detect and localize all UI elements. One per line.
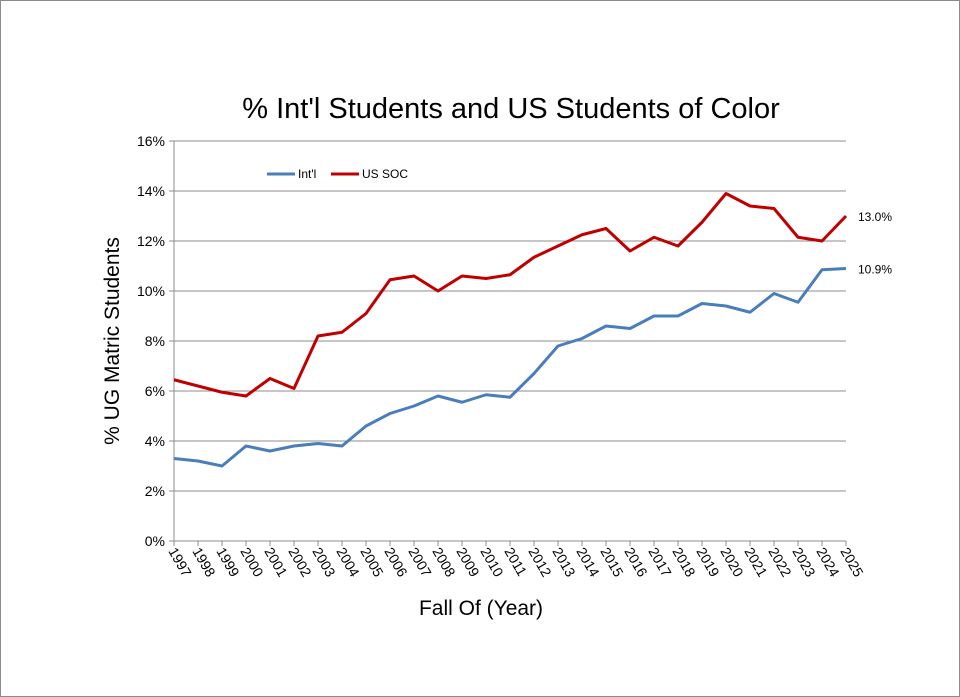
x-tick-label: 2013 — [549, 545, 579, 580]
y-tick-label: 2% — [145, 483, 165, 499]
x-tick-label: 2023 — [789, 545, 819, 580]
x-axis-label: Fall Of (Year) — [419, 597, 543, 620]
series-line-us-soc — [173, 192, 848, 398]
x-tick-label: 2011 — [501, 545, 530, 579]
x-tick-label: 2008 — [429, 545, 459, 580]
x-tick-label: 2010 — [477, 545, 507, 580]
legend: Int'l US SOC — [267, 167, 408, 181]
y-tick-label: 0% — [145, 533, 165, 549]
x-tick-label: 2003 — [309, 545, 339, 580]
x-tick-label: 2024 — [813, 545, 843, 580]
axes — [169, 140, 847, 546]
legend-label-soc: US SOC — [362, 167, 408, 181]
y-tick-label: 8% — [145, 333, 165, 349]
x-tick-label: 1999 — [213, 545, 243, 580]
end-data-label: 13.0% — [858, 210, 892, 224]
y-axis-label: % UG Matric Students — [101, 237, 124, 445]
x-tick-label: 2016 — [621, 545, 651, 580]
series-line-intl — [173, 267, 847, 468]
y-tick-label: 6% — [145, 383, 165, 399]
series-lines: 10.9% 13.0% — [173, 192, 892, 468]
x-tick-label: 2025 — [837, 545, 867, 580]
x-tick-label: 2007 — [405, 545, 435, 580]
x-tick-label: 2022 — [765, 545, 795, 580]
x-tick-label: 2020 — [717, 545, 747, 580]
x-tick-label: 2002 — [285, 545, 315, 580]
x-tick-label: 1997 — [165, 545, 195, 580]
y-tick-label: 14% — [137, 183, 165, 199]
x-tick-label: 2001 — [261, 545, 291, 580]
y-tick-label: 16% — [137, 133, 165, 149]
legend-label-intl: Int'l — [298, 167, 316, 181]
chart-title: % Int'l Students and US Students of Colo… — [242, 93, 780, 125]
x-tick-label: 2018 — [669, 545, 699, 580]
gridlines — [174, 140, 846, 492]
x-tick-label: 2005 — [357, 545, 387, 580]
tick-labels: 0%2%4%6%8%10%12%14%16%199719981999200020… — [137, 133, 867, 580]
x-tick-label: 2015 — [597, 545, 627, 580]
x-tick-label: 1998 — [189, 545, 219, 580]
y-tick-label: 12% — [137, 233, 165, 249]
x-tick-label: 2006 — [381, 545, 411, 580]
y-tick-label: 10% — [137, 283, 165, 299]
x-tick-label: 2021 — [741, 545, 771, 580]
x-tick-label: 2019 — [693, 545, 723, 580]
end-data-label: 10.9% — [858, 263, 892, 277]
x-tick-label: 2009 — [453, 545, 483, 580]
x-tick-label: 2004 — [333, 545, 363, 580]
x-tick-label: 2012 — [525, 545, 555, 580]
x-tick-label: 2014 — [573, 545, 603, 580]
x-tick-label: 2017 — [645, 545, 675, 580]
x-tick-label: 2000 — [237, 545, 267, 580]
y-tick-label: 4% — [145, 433, 165, 449]
